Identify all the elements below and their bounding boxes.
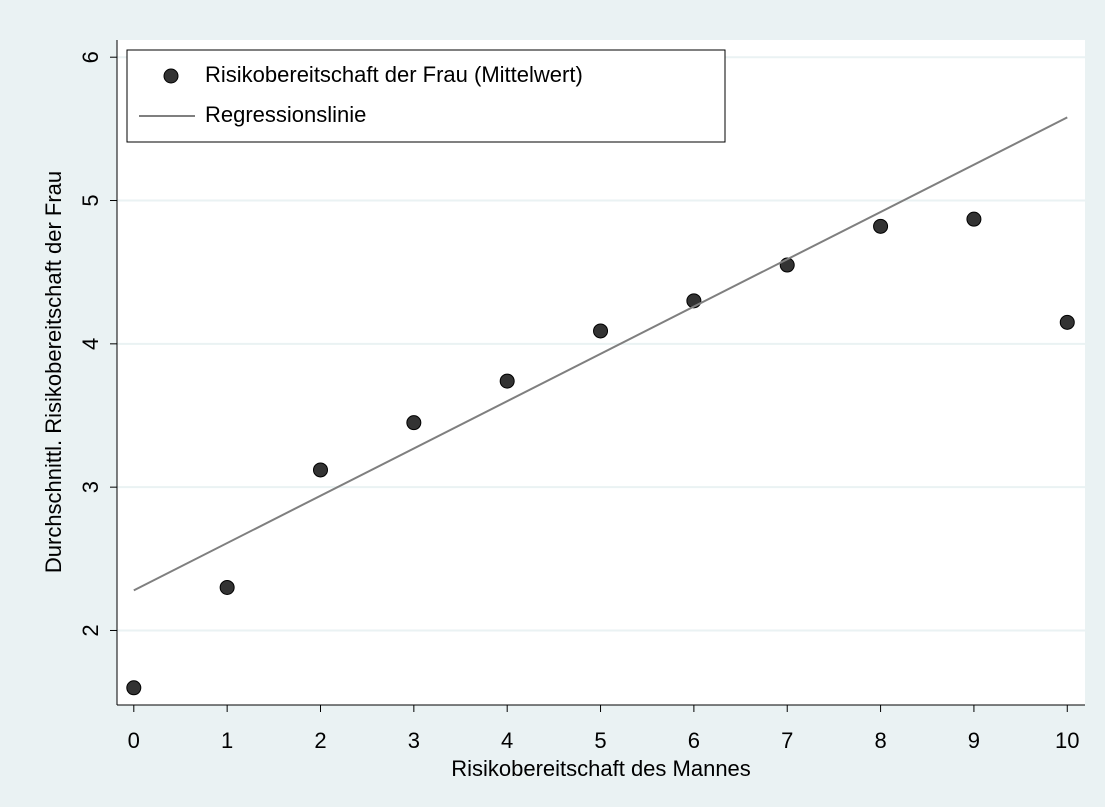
x-tick-label: 5 bbox=[594, 728, 606, 753]
point bbox=[219, 579, 235, 595]
x-tick-label: 7 bbox=[781, 728, 793, 753]
x-tick-label: 4 bbox=[501, 728, 513, 753]
y-tick-label: 6 bbox=[78, 51, 103, 63]
x-tick-label: 1 bbox=[221, 728, 233, 753]
x-axis-label: Risikobereitschaft des Mannes bbox=[451, 756, 751, 781]
point bbox=[312, 462, 328, 478]
point bbox=[499, 373, 515, 389]
y-tick-label: 5 bbox=[78, 194, 103, 206]
point bbox=[126, 680, 142, 696]
y-tick-label: 2 bbox=[78, 624, 103, 636]
point bbox=[873, 218, 889, 234]
x-tick-label: 2 bbox=[314, 728, 326, 753]
point bbox=[966, 211, 982, 227]
x-tick-label: 3 bbox=[408, 728, 420, 753]
regression-line bbox=[133, 116, 1068, 592]
plot-area bbox=[117, 40, 1085, 705]
x-tick-label: 8 bbox=[874, 728, 886, 753]
y-axis-label: Durchschnittl. Risikobereitschaft der Fr… bbox=[41, 171, 66, 573]
point bbox=[406, 415, 422, 431]
x-tick-label: 0 bbox=[128, 728, 140, 753]
y-tick-label: 4 bbox=[78, 338, 103, 350]
x-tick-label: 10 bbox=[1055, 728, 1079, 753]
point bbox=[593, 323, 609, 339]
legend-marker bbox=[163, 68, 179, 84]
legend-label: Risikobereitschaft der Frau (Mittelwert) bbox=[205, 62, 583, 87]
legend-box bbox=[126, 49, 726, 143]
y-tick-label: 3 bbox=[78, 481, 103, 493]
x-tick-label: 9 bbox=[968, 728, 980, 753]
point bbox=[1059, 314, 1075, 330]
x-tick-label: 6 bbox=[688, 728, 700, 753]
legend-label: Regressionslinie bbox=[205, 102, 366, 127]
